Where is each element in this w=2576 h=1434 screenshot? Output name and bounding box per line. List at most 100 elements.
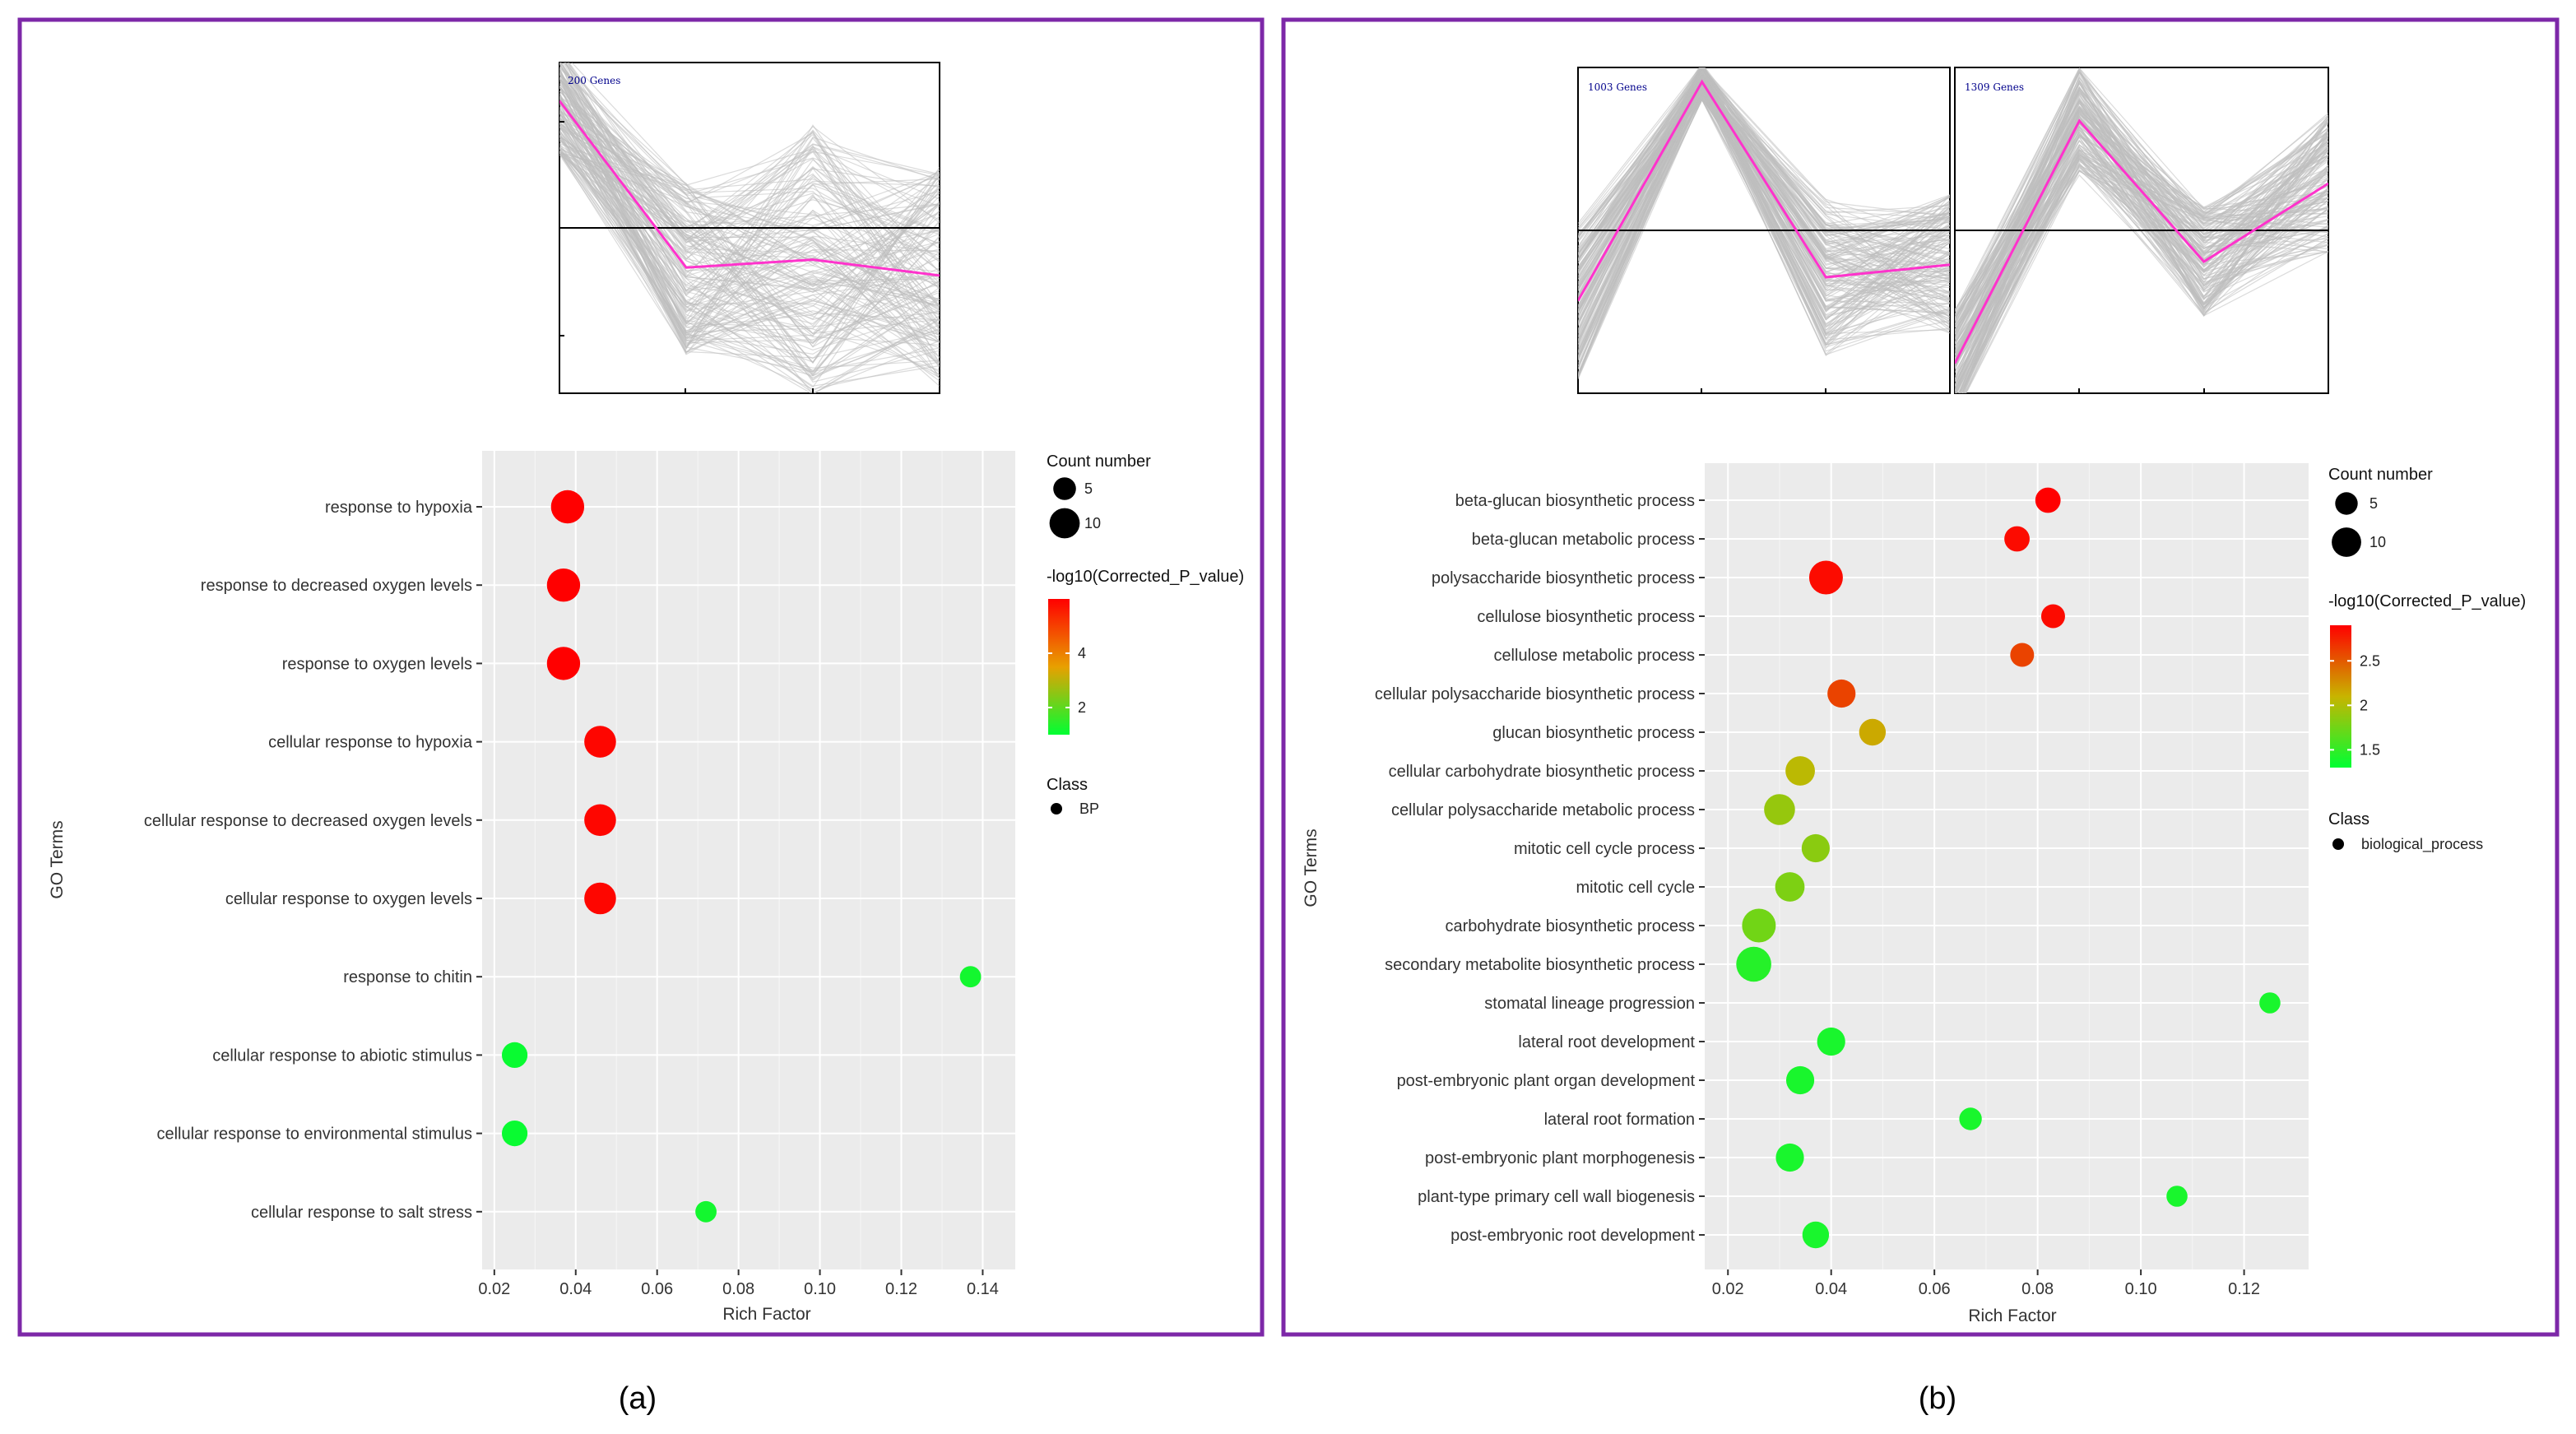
gene-profile-line: [559, 132, 940, 355]
y-tick-label: cellulose biosynthetic process: [1477, 608, 1695, 626]
legend-size-label-5: 5: [2369, 495, 2378, 512]
gene-profile-line: [1578, 95, 1950, 379]
gene-profile-line: [1955, 106, 2328, 321]
legend-colorbar-ticks: 24: [1048, 645, 1086, 716]
gene-profile-line: [559, 97, 940, 305]
data-point: [1785, 1065, 1815, 1095]
y-tick-label: beta-glucan metabolic process: [1472, 531, 1695, 549]
x-axis-title: Rich Factor: [1968, 1306, 2056, 1325]
gene-profile-line: [559, 123, 940, 262]
gene-profile-line: [1578, 97, 1950, 334]
gene-profile-line: [559, 86, 940, 363]
colorbar-tick-label: 4: [1078, 645, 1086, 661]
y-axis-labels: beta-glucan biosynthetic process beta-glu…: [1375, 492, 1705, 1245]
colorbar-tick-label: 1.5: [2360, 741, 2380, 758]
y-tick-label: response to chitin: [343, 968, 472, 986]
y-tick-label: plant-type primary cell wall biogenesis: [1418, 1188, 1695, 1206]
legend-color-title: -log10(Corrected_P_value): [2328, 592, 2526, 610]
data-point: [550, 490, 585, 524]
data-point: [584, 882, 616, 915]
gene-profile-line: [1578, 92, 1950, 332]
panel-a-dot-plot: response to hypoxia response to decreased…: [48, 451, 1015, 1324]
x-tick-label: 0.12: [885, 1280, 917, 1298]
x-tick-label: 0.10: [2125, 1280, 2157, 1298]
gene-profile-line: [1955, 143, 2328, 365]
x-tick-label: 0.14: [967, 1280, 999, 1298]
legend-colorbar: [1048, 599, 1070, 735]
legend-class-title: Class: [1047, 776, 1088, 794]
x-axis: 0.02 0.04 0.06 0.08 0.10 0.12: [1712, 1269, 2260, 1298]
x-tick-label: 0.02: [478, 1280, 510, 1298]
x-axis: 0.02 0.04 0.06 0.08 0.10 0.12 0.14: [478, 1269, 999, 1298]
gene-profile-line: [559, 85, 940, 341]
grid-lines: [482, 451, 1015, 1269]
gene-profile-line: [559, 85, 940, 390]
gene-profile-line: [1962, 88, 2328, 393]
legend-class-label: BP: [1079, 801, 1099, 817]
gene-profile-line: [571, 63, 940, 348]
data-point: [501, 1121, 528, 1147]
y-tick-label: post-embryonic root development: [1450, 1227, 1695, 1245]
profile-mean-line: [1578, 79, 1950, 302]
data-point: [1817, 1027, 1845, 1056]
data-point: [1764, 794, 1795, 825]
y-tick-label: cellular response to abiotic stimulus: [212, 1046, 472, 1065]
legend-class-title: Class: [2328, 810, 2369, 828]
gene-profile-line: [1955, 71, 2328, 360]
data-point: [2010, 643, 2035, 667]
y-tick-label: cellular polysaccharide metabolic proces…: [1391, 801, 1695, 819]
gene-profile-line: [1955, 88, 2328, 333]
gene-profile-line: [559, 90, 940, 241]
y-tick-label: response to hypoxia: [325, 499, 473, 517]
data-point: [1859, 718, 1887, 746]
gene-profile-line: [559, 151, 940, 340]
x-tick-label: 0.06: [641, 1280, 673, 1298]
points: [1736, 487, 2281, 1249]
y-axis-labels: response to hypoxia response to decreased…: [144, 499, 482, 1222]
gene-profile-line: [559, 114, 940, 284]
gene-profile-line: [559, 129, 940, 371]
x-tick-label: 0.10: [804, 1280, 836, 1298]
gene-profile-line: [1578, 95, 1950, 282]
data-point: [584, 804, 616, 837]
legend-size-dot-10: [1049, 508, 1080, 539]
gene-profile-line: [1955, 151, 2328, 391]
legend-class-dot: [2332, 838, 2344, 850]
data-point: [2035, 487, 2061, 513]
legend-size-dot-5: [2335, 492, 2358, 515]
x-tick-label: 0.02: [1712, 1280, 1744, 1298]
x-tick-label: 0.12: [2228, 1280, 2260, 1298]
y-tick-label: cellular response to decreased oxygen le…: [144, 812, 472, 830]
data-point: [2040, 604, 2065, 629]
data-point: [2166, 1186, 2188, 1207]
y-tick-label: lateral root development: [1518, 1033, 1695, 1051]
gene-profile-line: [559, 72, 940, 282]
gene-profile-line: [559, 77, 940, 288]
gene-profile-line: [567, 63, 940, 290]
profile-mean-line: [1955, 118, 2328, 364]
points: [501, 490, 982, 1223]
y-tick-label: cellular response to salt stress: [251, 1204, 472, 1222]
grid-lines: [1705, 463, 2309, 1269]
data-point: [1785, 756, 1815, 786]
y-tick-label: cellular response to oxygen levels: [225, 890, 472, 908]
data-point: [1736, 946, 1771, 982]
x-tick-label: 0.08: [2021, 1280, 2054, 1298]
data-point: [1742, 908, 1776, 943]
gene-profile-line: [559, 67, 940, 336]
gene-profile-line: [559, 142, 940, 332]
y-tick-label: cellulose metabolic process: [1493, 647, 1695, 665]
profile-title: 1003 Genes: [1588, 81, 1647, 93]
gene-profile-line: [1578, 67, 1950, 255]
panel-b-profile-1: 1003 Genes: [1577, 67, 1951, 394]
y-axis-title: GO Terms: [1302, 828, 1320, 907]
data-point: [959, 966, 982, 988]
panel-a-profile: 200 Genes: [559, 62, 940, 394]
gene-profile-line: [1955, 109, 2328, 328]
profile-gene-lines: [1955, 67, 2328, 393]
y-tick-label: cellular carbohydrate biosynthetic proce…: [1389, 763, 1695, 781]
legend-size-label-10: 10: [2369, 534, 2386, 550]
legend-class-dot: [1051, 803, 1062, 814]
gene-profile-line: [559, 119, 940, 343]
